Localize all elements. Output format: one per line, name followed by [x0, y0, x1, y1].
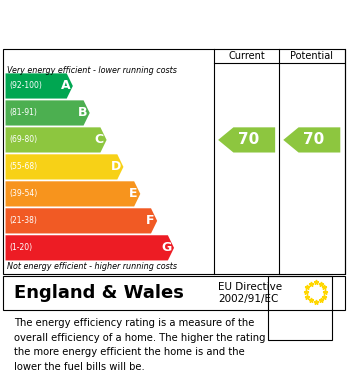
Text: C: C: [95, 133, 104, 146]
Text: The energy efficiency rating is a measure of the
overall efficiency of a home. T: The energy efficiency rating is a measur…: [14, 318, 265, 371]
Text: 70: 70: [238, 133, 259, 147]
Text: D: D: [111, 160, 121, 173]
Polygon shape: [218, 127, 275, 152]
Text: (69-80): (69-80): [10, 135, 38, 144]
Text: Potential: Potential: [290, 51, 333, 61]
Text: F: F: [145, 214, 154, 227]
Text: (1-20): (1-20): [10, 243, 33, 252]
Text: (39-54): (39-54): [10, 189, 38, 198]
Text: (92-100): (92-100): [10, 81, 42, 90]
Polygon shape: [6, 154, 124, 179]
Polygon shape: [6, 100, 90, 126]
Text: E: E: [128, 187, 137, 200]
Text: (81-91): (81-91): [10, 108, 38, 117]
Polygon shape: [283, 127, 340, 152]
Polygon shape: [6, 181, 140, 206]
Text: EU Directive
2002/91/EC: EU Directive 2002/91/EC: [218, 282, 283, 304]
Text: (55-68): (55-68): [10, 162, 38, 171]
Polygon shape: [6, 74, 73, 99]
Polygon shape: [6, 208, 157, 233]
Polygon shape: [6, 235, 174, 260]
Text: Very energy efficient - lower running costs: Very energy efficient - lower running co…: [7, 66, 177, 75]
Text: England & Wales: England & Wales: [14, 284, 184, 302]
Text: A: A: [61, 79, 70, 92]
Text: G: G: [161, 241, 172, 254]
Text: Energy Efficiency Rating: Energy Efficiency Rating: [14, 14, 261, 32]
Text: Current: Current: [228, 51, 265, 61]
Text: (21-38): (21-38): [10, 216, 38, 225]
Polygon shape: [6, 127, 106, 152]
Text: Not energy efficient - higher running costs: Not energy efficient - higher running co…: [7, 262, 177, 271]
Text: B: B: [78, 106, 87, 119]
Text: 70: 70: [303, 133, 324, 147]
